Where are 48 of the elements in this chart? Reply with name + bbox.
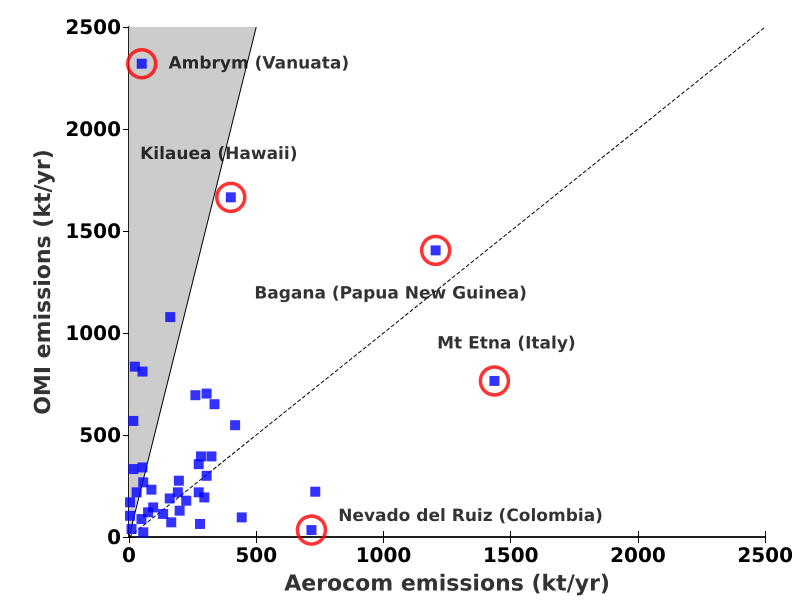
point [125, 497, 136, 508]
y-axis-title: OMI emissions (kt/yr) [30, 149, 56, 415]
point [138, 477, 148, 488]
y-tick-label: 1000 [65, 321, 121, 345]
point [158, 508, 168, 519]
point [172, 487, 183, 498]
point [174, 476, 184, 486]
point [126, 524, 137, 534]
point [138, 527, 148, 538]
point [210, 399, 220, 410]
point [202, 470, 212, 481]
x-tick-label: 1500 [482, 543, 539, 567]
point [174, 506, 185, 516]
point [202, 388, 212, 399]
point [125, 510, 136, 521]
annotation: Nevado del Ruiz (Colombia) [338, 506, 603, 526]
point [194, 459, 204, 470]
y-tick-label: 2500 [65, 15, 121, 39]
point [128, 416, 138, 426]
x-tick-label: 0 [122, 543, 136, 567]
point [137, 366, 148, 377]
point [132, 487, 142, 498]
y-tick-label: 1500 [65, 219, 121, 243]
x-tick-label: 1000 [356, 543, 412, 567]
point [181, 496, 192, 506]
y-tick-label: 0 [107, 525, 121, 549]
point [166, 517, 176, 528]
point [165, 312, 176, 322]
point [236, 512, 247, 522]
point [137, 462, 148, 472]
point [230, 420, 240, 430]
point [148, 502, 158, 512]
annotation: Bagana (Papua New Guinea) [254, 284, 527, 304]
x-tick-label: 500 [235, 543, 278, 567]
point [146, 484, 156, 495]
point [128, 464, 138, 474]
y-tick-label: 500 [79, 423, 121, 447]
x-tick-label: 2500 [737, 543, 794, 567]
point [194, 518, 205, 529]
x-tick-label: 2000 [610, 543, 666, 567]
point [190, 390, 200, 400]
point [164, 493, 175, 504]
annotation: Mt Etna (Italy) [437, 334, 576, 354]
point [206, 451, 216, 462]
point [199, 492, 210, 502]
x-axis-title: Aerocom emissions (kt/yr) [284, 572, 610, 596]
y-tick-label: 2000 [65, 117, 121, 141]
point [310, 486, 320, 497]
